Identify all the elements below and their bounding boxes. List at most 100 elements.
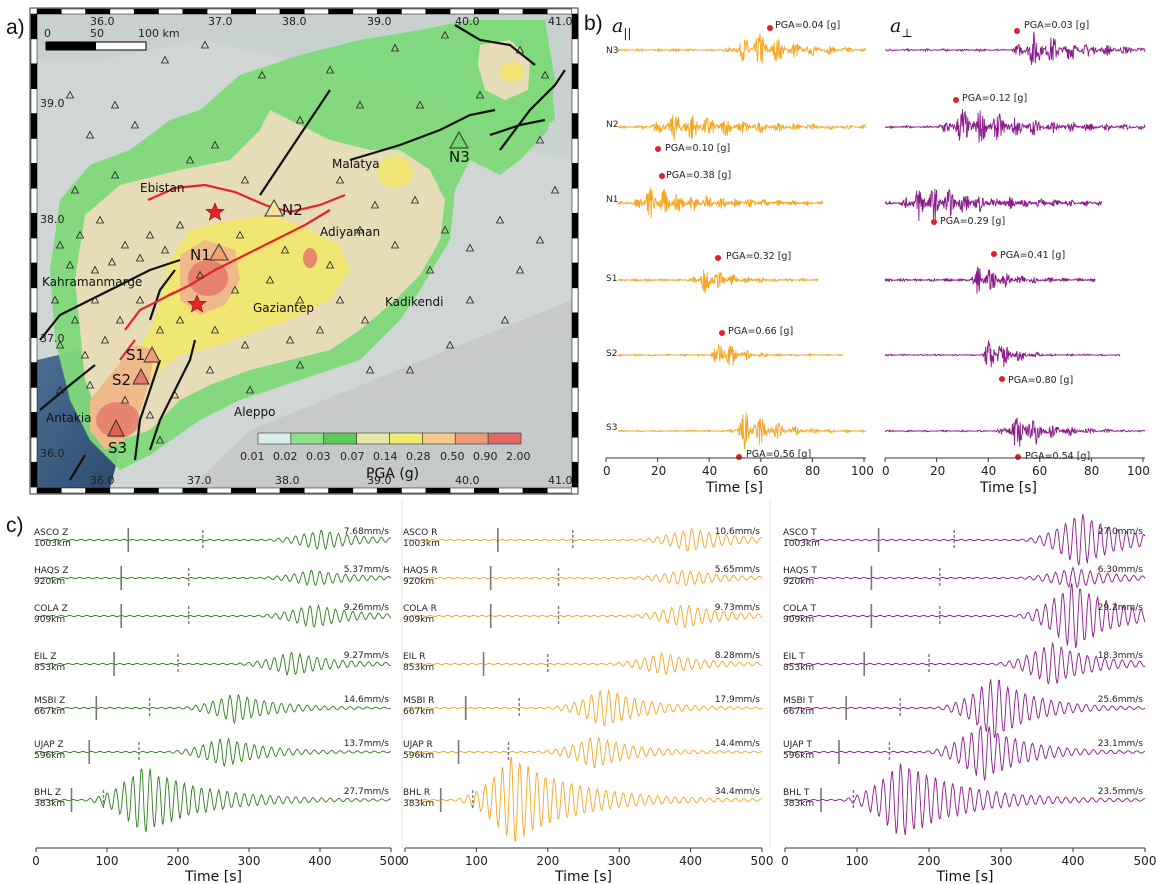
place-gaziantep: Gaziantep	[253, 301, 314, 315]
frame-seg-bottom	[547, 487, 572, 494]
station-label-HAQS-T: HAQS T	[783, 566, 817, 576]
pb-l-60: 60	[753, 464, 768, 478]
trace-perp-S3	[884, 417, 1146, 447]
frame-seg-left	[30, 287, 38, 314]
frame-seg-top	[182, 8, 208, 15]
seismogram-BHL-Z	[35, 768, 392, 832]
station-triangle-icon	[295, 295, 305, 304]
station-triangle-icon	[285, 335, 295, 344]
pga-perp-N2: PGA=0.12 [g]	[962, 93, 1027, 104]
frame-seg-bottom	[352, 487, 378, 494]
frame-seg-left	[30, 461, 38, 488]
pc-tick-label: 0	[32, 854, 40, 868]
pga-par-S2: PGA=0.66 [g]	[728, 326, 793, 337]
pb-xlabel-left: Time [s]	[705, 480, 763, 496]
seismogram-EIL-T	[784, 641, 1146, 685]
frame-seg-top	[401, 8, 427, 15]
pc-xlabel-T: Time [s]	[936, 869, 994, 884]
panel-b-traces	[617, 25, 1146, 460]
frame-seg-bottom	[498, 487, 524, 494]
frame-seg-top	[522, 8, 548, 15]
pb-l-80: 80	[805, 464, 820, 478]
seismogram-MSBI-T	[784, 679, 1146, 739]
pc-tick-label: 0	[781, 854, 789, 868]
panel-c-traces	[35, 514, 1146, 842]
frame-seg-top	[352, 8, 378, 15]
station-triangle-icon	[110, 170, 120, 179]
pga-marker-parallel-S3	[736, 454, 742, 460]
station-label-EIL-Z: EIL Z	[34, 652, 56, 662]
pga-marker-parallel-S1	[715, 255, 721, 261]
station-triangle-icon	[440, 225, 450, 234]
station-triangle-icon	[535, 135, 545, 144]
frame-seg-left	[30, 262, 38, 289]
frame-seg-right	[571, 287, 579, 314]
frame-seg-bottom	[279, 487, 305, 494]
site-marker-S1	[143, 345, 161, 363]
place-kahramanmarge: Kahramanmarge	[42, 275, 142, 289]
frame-seg-top	[109, 8, 135, 15]
frame-seg-left	[30, 437, 38, 463]
station-triangle-icon	[415, 100, 425, 109]
map-panel: 0 50 100 km 0.01 0.02 0.03 0.07 0.14 0.2…	[29, 7, 579, 495]
station-dist-HAQS: 920km	[783, 577, 814, 587]
seismogram-EIL-R	[404, 652, 763, 676]
row-label-N3: N3	[606, 46, 618, 56]
station-triangle-icon	[160, 245, 170, 254]
trace-perp-S2	[885, 340, 1121, 368]
station-triangle-icon	[205, 365, 215, 374]
seismogram-BHL-R	[404, 755, 763, 842]
frame-seg-right	[571, 412, 579, 438]
frame-seg-top	[206, 8, 232, 15]
station-markers	[50, 30, 560, 444]
seismogram-UJAP-R	[404, 737, 763, 769]
frame-seg-bottom	[304, 487, 329, 494]
seismogram-MSBI-R	[404, 689, 763, 726]
pc-xlabel-Z: Time [s]	[184, 869, 242, 884]
frame-seg-bottom	[474, 487, 499, 494]
station-dist-EIL: 853km	[34, 663, 65, 673]
pb-r-80: 80	[1084, 464, 1099, 478]
seismogram-MSBI-Z	[35, 693, 392, 725]
cbar-tick-3: 0.07	[340, 450, 365, 463]
seismogram-ASCO-Z	[35, 529, 392, 551]
frame-seg-left	[30, 212, 38, 239]
frame-seg-top	[449, 8, 475, 15]
station-label-BHL-Z: BHL Z	[34, 788, 61, 798]
colorbar-swatch	[290, 432, 325, 445]
frame-seg-bottom	[61, 487, 86, 494]
station-triangle-icon	[70, 315, 80, 324]
scale-label-50: 50	[90, 27, 104, 40]
peak-velocity-EIL-R: 8.28mm/s	[715, 651, 761, 661]
place-kadikendi: Kadikendi	[385, 295, 443, 309]
pga-perp-S2: PGA=0.80 [g]	[1008, 375, 1073, 386]
station-triangle-icon	[445, 340, 455, 349]
station-dist-EIL: 853km	[783, 663, 814, 673]
peak-velocity-MSBI-T: 25.6mm/s	[1098, 695, 1144, 705]
station-triangle-icon	[50, 295, 60, 304]
cbar-tick-5: 0.28	[406, 450, 431, 463]
pga-marker-parallel-S2	[719, 330, 725, 336]
station-triangle-icon	[475, 90, 485, 99]
peak-velocity-UJAP-T: 23.1mm/s	[1098, 739, 1144, 749]
station-triangle-icon	[440, 30, 450, 39]
frame-seg-bottom	[36, 487, 62, 494]
seismogram-EIL-Z	[35, 651, 392, 676]
site-label-N3: N3	[449, 148, 470, 166]
station-triangle-icon	[245, 385, 255, 394]
station-label-ASCO-T: ASCO T	[783, 528, 817, 538]
lon-bot-39: 39.0	[367, 474, 392, 487]
seismogram-HAQS-Z	[35, 569, 392, 587]
station-triangle-icon	[405, 365, 415, 374]
pb-l-40: 40	[702, 464, 717, 478]
frame-seg-right	[571, 337, 579, 363]
pc-tick-label: 500	[380, 854, 403, 868]
frame-seg-left	[30, 188, 38, 214]
station-triangle-icon	[100, 335, 110, 344]
panel-label-b: b)	[584, 12, 603, 35]
station-triangle-icon	[515, 265, 525, 274]
pga-marker-perp-N2	[953, 97, 959, 103]
pga-colorbar	[257, 432, 522, 445]
station-label-MSBI-Z: MSBI Z	[34, 696, 65, 706]
frame-seg-bottom	[255, 487, 281, 494]
